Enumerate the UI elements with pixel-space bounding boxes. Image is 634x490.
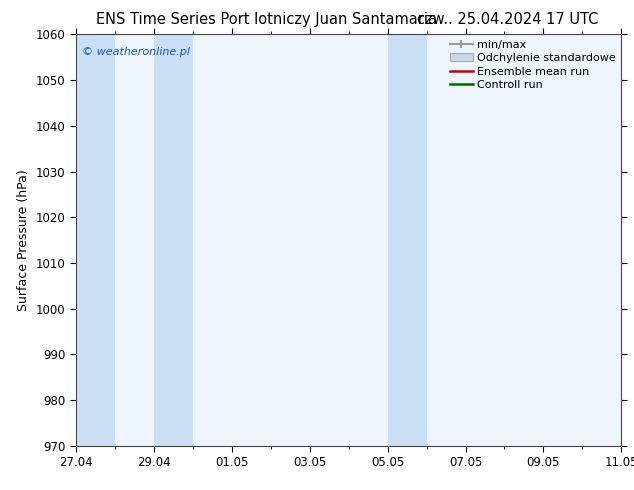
Bar: [621, 34, 634, 446]
Text: © weatheronline.pl: © weatheronline.pl: [82, 47, 190, 57]
Bar: [154, 34, 193, 446]
Text: czw.. 25.04.2024 17 UTC: czw.. 25.04.2024 17 UTC: [417, 12, 598, 27]
Y-axis label: Surface Pressure (hPa): Surface Pressure (hPa): [17, 169, 30, 311]
Bar: [76, 34, 115, 446]
Text: ENS Time Series Port lotniczy Juan Santamaria: ENS Time Series Port lotniczy Juan Santa…: [96, 12, 437, 27]
Legend: min/max, Odchylenie standardowe, Ensemble mean run, Controll run: min/max, Odchylenie standardowe, Ensembl…: [447, 37, 619, 93]
Bar: [387, 34, 427, 446]
